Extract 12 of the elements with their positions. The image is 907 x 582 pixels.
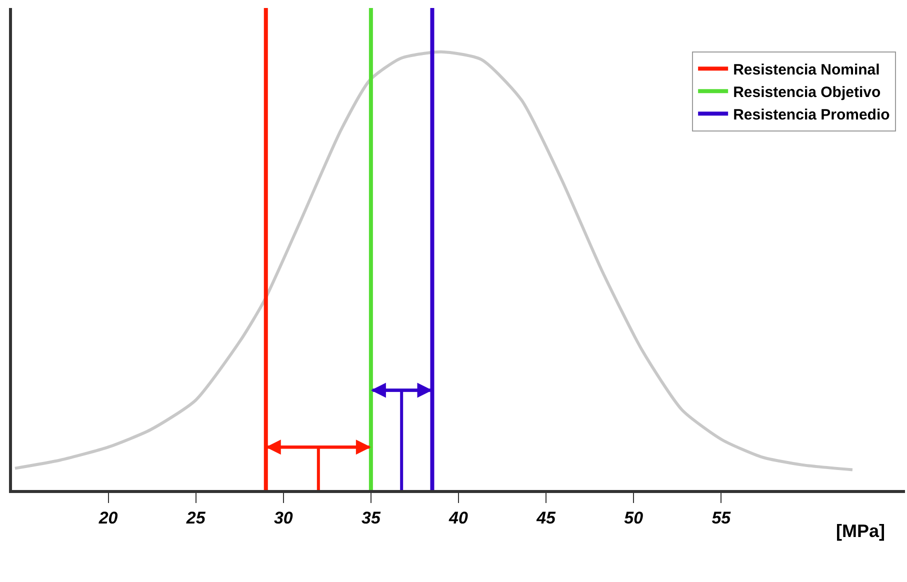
x-tick-label: 50 <box>624 508 644 528</box>
legend-label: Resistencia Nominal <box>733 61 880 78</box>
x-tick-label: 35 <box>361 508 381 528</box>
x-axis-title: [MPa] <box>836 521 885 541</box>
x-tick-label: 45 <box>536 508 556 528</box>
x-tick-label: 30 <box>274 508 294 528</box>
x-tick-label: 25 <box>185 508 206 528</box>
x-tick-label: 20 <box>98 508 118 528</box>
legend-label: Resistencia Promedio <box>733 106 890 124</box>
x-tick-label: 55 <box>712 508 732 528</box>
x-tick-label: 40 <box>448 508 468 528</box>
legend-label: Resistencia Objetivo <box>733 84 881 101</box>
